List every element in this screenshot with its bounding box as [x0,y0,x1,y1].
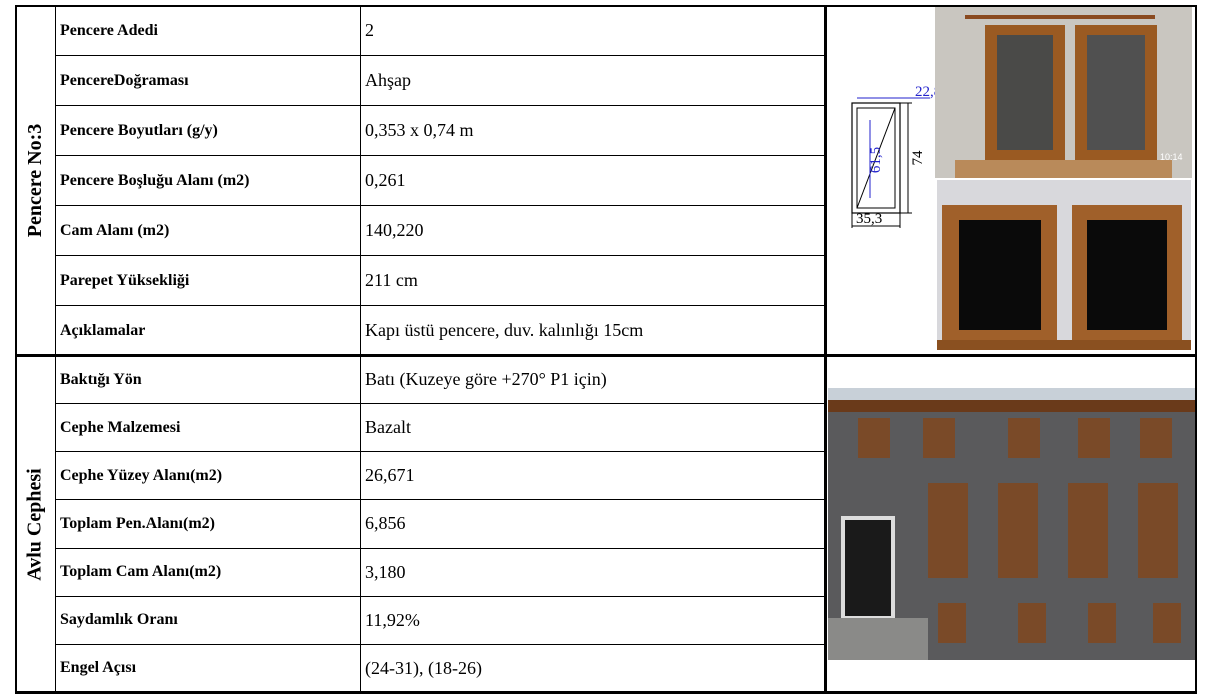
row-label: Baktığı Yön [55,355,361,405]
row-value: 11,92% [360,595,826,645]
border [1195,5,1197,692]
timestamp: 10:14 [1160,152,1183,162]
row-label: Cam Alanı (m2) [55,205,361,256]
row-label: PencereDoğraması [55,55,361,106]
row-label: Pencere Boşluğu Alanı (m2) [55,155,361,206]
row-value: 211 cm [360,255,826,306]
row-value: Kapı üstü pencere, duv. kalınlığı 15cm [360,305,826,356]
dim-label: 22,8 [915,84,935,100]
row-value: 26,671 [360,451,826,501]
row-value: (24-31), (18-26) [360,643,826,693]
row-value: 0,261 [360,155,826,206]
border [15,354,1197,357]
row-label: Pencere Boyutları (g/y) [55,105,361,156]
row-label: Pencere Adedi [55,5,361,56]
row-label: Açıklamalar [55,305,361,356]
photo-window-closed: 10:14 [935,5,1192,178]
row-value: Ahşap [360,55,826,106]
border [15,691,1197,694]
row-value: 0,353 x 0,74 m [360,105,826,156]
section-title-text: Avlu Cephesi [24,467,47,581]
dim-label: 74 [910,150,926,166]
row-value: 3,180 [360,547,826,597]
row-value: 6,856 [360,499,826,549]
row-label: Parepet Yüksekliği [55,255,361,306]
row-label: Toplam Cam Alanı(m2) [55,547,361,597]
dim-label: 35,3 [856,211,882,227]
section-title: Avlu Cephesi [15,355,56,693]
dim-label: 61,5 [868,147,884,173]
row-label: Engel Açısı [55,643,361,693]
border [15,5,1197,7]
section-title: Pencere No:3 [15,5,56,356]
photo-facade [828,388,1195,660]
row-label: Cephe Yüzey Alanı(m2) [55,451,361,501]
border [15,5,17,692]
row-value: Batı (Kuzeye göre +270° P1 için) [360,355,826,405]
border [824,5,827,692]
row-value: 2 [360,5,826,56]
row-label: Cephe Malzemesi [55,403,361,453]
row-value: Bazalt [360,403,826,453]
row-label: Saydamlık Oranı [55,595,361,645]
window-diagram: 22,8 61,5 74 35,3 [851,84,935,228]
section-title-text: Pencere No:3 [24,123,46,238]
row-value: 140,220 [360,205,826,256]
photo-window-open [937,180,1191,350]
row-label: Toplam Pen.Alanı(m2) [55,499,361,549]
